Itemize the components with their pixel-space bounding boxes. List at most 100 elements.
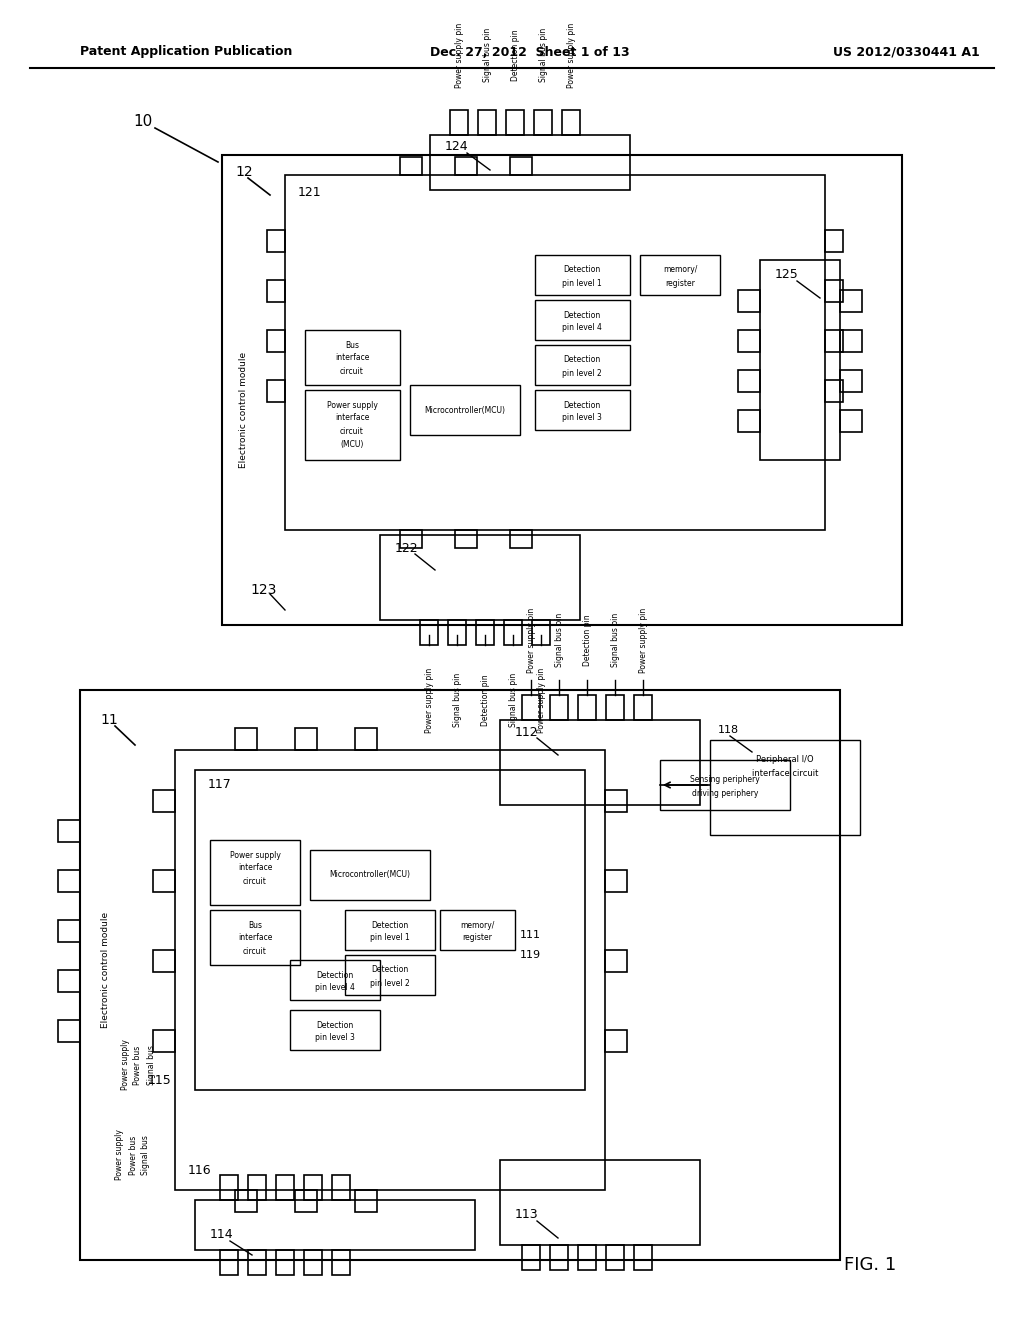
Text: Dec. 27, 2012  Sheet 1 of 13: Dec. 27, 2012 Sheet 1 of 13	[430, 45, 630, 58]
Bar	[825, 280, 843, 302]
Text: Signal bus: Signal bus	[141, 1135, 151, 1175]
Bar	[58, 820, 80, 842]
Text: Power supply pin: Power supply pin	[566, 22, 575, 87]
Text: 118: 118	[718, 725, 739, 735]
Text: (MCU): (MCU)	[340, 441, 364, 450]
Text: Detection: Detection	[372, 920, 409, 929]
Bar	[500, 1160, 700, 1245]
Bar	[175, 750, 605, 1191]
Bar	[295, 729, 317, 750]
Text: Detection: Detection	[563, 400, 601, 409]
Text: register: register	[665, 279, 695, 288]
Bar	[605, 950, 627, 972]
Bar	[410, 385, 520, 436]
Text: Power supply: Power supply	[116, 1130, 125, 1180]
Bar	[58, 970, 80, 993]
Bar	[440, 909, 515, 950]
Bar	[400, 157, 422, 176]
Text: Detection: Detection	[563, 355, 601, 364]
Text: 12: 12	[234, 165, 253, 180]
Text: pin level 4: pin level 4	[562, 323, 602, 333]
Text: circuit: circuit	[340, 367, 364, 375]
Text: Sensing periphery: Sensing periphery	[690, 776, 760, 784]
Bar	[840, 411, 862, 432]
Bar	[290, 1010, 380, 1049]
Bar	[153, 870, 175, 892]
Bar	[210, 840, 300, 906]
Text: Signal bus pin: Signal bus pin	[453, 673, 462, 727]
Text: 122: 122	[395, 541, 419, 554]
Text: register: register	[462, 933, 492, 942]
Text: 114: 114	[210, 1229, 233, 1242]
Bar	[58, 870, 80, 892]
Bar	[267, 230, 285, 252]
Bar	[195, 1200, 475, 1250]
Bar	[840, 290, 862, 312]
Bar	[550, 1245, 568, 1270]
Bar	[153, 1030, 175, 1052]
Text: 111: 111	[520, 931, 541, 940]
Text: pin level 1: pin level 1	[562, 279, 602, 288]
Text: pin level 2: pin level 2	[562, 368, 602, 378]
Bar	[305, 330, 400, 385]
Bar	[605, 870, 627, 892]
Text: Detection: Detection	[563, 310, 601, 319]
Text: pin level 3: pin level 3	[315, 1034, 355, 1043]
Text: driving periphery: driving periphery	[692, 788, 758, 797]
Text: pin level 4: pin level 4	[315, 983, 355, 993]
Text: Power supply pin: Power supply pin	[537, 668, 546, 733]
Bar	[504, 620, 522, 645]
Text: Detection: Detection	[563, 265, 601, 275]
Bar	[634, 696, 652, 719]
Text: 113: 113	[515, 1209, 539, 1221]
Text: Signal bus pin: Signal bus pin	[482, 28, 492, 82]
Text: Power bus: Power bus	[128, 1135, 137, 1175]
Text: Signal bus pin: Signal bus pin	[509, 673, 517, 727]
Text: Electronic control module: Electronic control module	[100, 912, 110, 1028]
Bar	[510, 157, 532, 176]
Bar	[578, 1245, 596, 1270]
Text: 124: 124	[445, 140, 469, 153]
Text: Power supply: Power supply	[121, 1040, 129, 1090]
Text: 116: 116	[188, 1163, 212, 1176]
Bar	[738, 411, 760, 432]
Text: Bus: Bus	[248, 920, 262, 929]
Bar	[195, 770, 585, 1090]
Bar	[276, 1175, 294, 1200]
Bar	[332, 1175, 350, 1200]
Bar	[305, 389, 400, 459]
Text: Power supply pin: Power supply pin	[639, 607, 647, 673]
Text: memory/: memory/	[460, 920, 495, 929]
Text: circuit: circuit	[243, 946, 267, 956]
Bar	[605, 1030, 627, 1052]
Bar	[825, 380, 843, 403]
Bar	[58, 920, 80, 942]
Bar	[234, 729, 257, 750]
Bar	[522, 696, 540, 719]
Bar	[220, 1250, 238, 1275]
Bar	[450, 110, 468, 135]
Bar	[535, 300, 630, 341]
Text: Signal bus pin: Signal bus pin	[555, 612, 563, 667]
Bar	[304, 1250, 322, 1275]
Bar	[562, 110, 580, 135]
Bar	[80, 690, 840, 1261]
Text: 121: 121	[298, 186, 322, 198]
Text: pin level 3: pin level 3	[562, 413, 602, 422]
Bar	[345, 954, 435, 995]
Text: Power supply pin: Power supply pin	[526, 607, 536, 673]
Bar	[710, 741, 860, 836]
Text: Peripheral I/O: Peripheral I/O	[756, 755, 814, 764]
Bar	[578, 696, 596, 719]
Text: interface: interface	[335, 413, 370, 422]
Bar	[295, 1191, 317, 1212]
Bar	[285, 176, 825, 531]
Text: Electronic control module: Electronic control module	[239, 352, 248, 469]
Bar	[476, 620, 494, 645]
Text: 112: 112	[515, 726, 539, 738]
Bar	[510, 531, 532, 548]
Bar	[267, 380, 285, 403]
Text: US 2012/0330441 A1: US 2012/0330441 A1	[834, 45, 980, 58]
Bar	[267, 280, 285, 302]
Text: Detection: Detection	[372, 965, 409, 974]
